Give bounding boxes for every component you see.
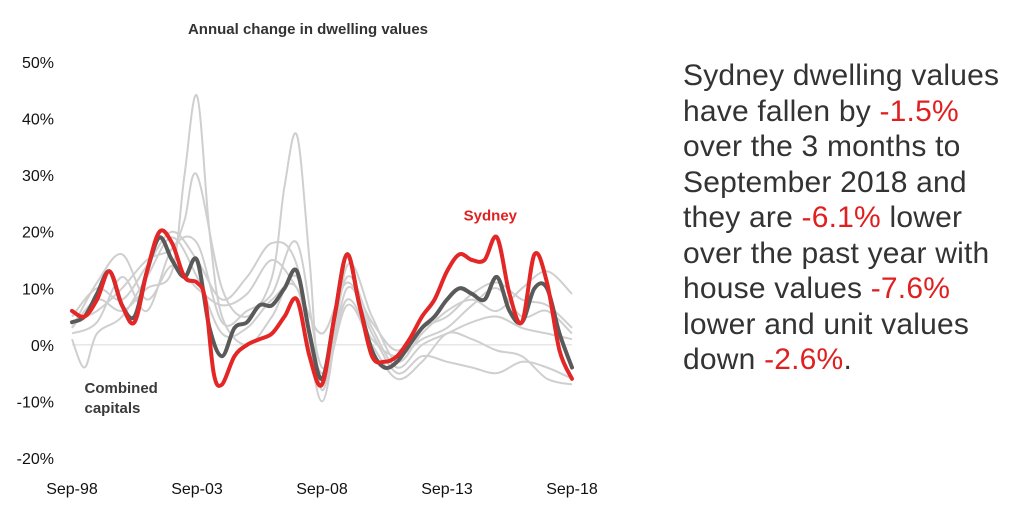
annotation-label: Combined capitals — [85, 380, 158, 417]
x-tick-label: Sep-03 — [171, 481, 223, 498]
commentary-text: Sydney dwelling values have fallen by -1… — [683, 58, 1019, 378]
annotation-line: Combined — [85, 380, 158, 397]
x-tick-label: Sep-08 — [296, 481, 348, 498]
line-chart: Annual change in dwelling values 50% 40% 3… — [17, 21, 598, 498]
highlight-figure: -7.6% — [870, 272, 951, 305]
chart-title: Annual change in dwelling values — [188, 21, 428, 38]
x-tick-label: Sep-18 — [546, 481, 598, 498]
y-tick-label: 30% — [22, 168, 54, 185]
context-series-line — [71, 235, 573, 370]
x-tick-label: Sep-98 — [46, 481, 98, 498]
context-series-line — [71, 253, 573, 352]
annotation-line: capitals — [85, 400, 141, 417]
commentary-segment: lower over the past year with house valu… — [683, 201, 990, 305]
context-series-line — [71, 94, 573, 375]
commentary-segment: Sydney dwelling values have fallen by — [683, 59, 1000, 128]
context-series-group — [71, 94, 573, 403]
x-axis: Sep-98 Sep-03 Sep-08 Sep-13 Sep-18 — [46, 481, 598, 498]
y-tick-label: -10% — [17, 394, 54, 411]
y-tick-label: -20% — [17, 451, 54, 468]
chart-area: Annual change in dwelling values 50% 40% 3… — [17, 21, 598, 498]
annotation-line: Sydney — [464, 207, 518, 224]
x-tick-label: Sep-13 — [421, 481, 473, 498]
commentary-segment: over the 3 months to September 2018 and … — [683, 130, 967, 234]
highlight-series-group — [70, 228, 574, 388]
annotation-label: Sydney — [464, 207, 518, 224]
context-series-line — [71, 132, 573, 392]
combined-capitals-series-line — [70, 235, 574, 381]
highlight-figure: -1.5% — [879, 94, 959, 128]
annotations: Combined capitals Sydney — [85, 207, 518, 417]
highlight-figure: -2.6% — [764, 343, 844, 376]
y-tick-label: 40% — [22, 112, 54, 129]
y-axis: 50% 40% 30% 20% 10% 0% -10% -20% — [17, 55, 54, 468]
commentary-segment: . — [843, 343, 852, 376]
y-tick-label: 20% — [22, 225, 54, 242]
highlight-figure: -6.1% — [801, 201, 881, 234]
context-series-line — [71, 230, 573, 403]
y-tick-label: 50% — [22, 55, 54, 72]
commentary-segment: lower and unit values down — [683, 307, 970, 377]
y-tick-label: 10% — [22, 281, 54, 298]
sydney-series-line — [70, 228, 574, 388]
y-tick-label: 0% — [31, 338, 54, 355]
